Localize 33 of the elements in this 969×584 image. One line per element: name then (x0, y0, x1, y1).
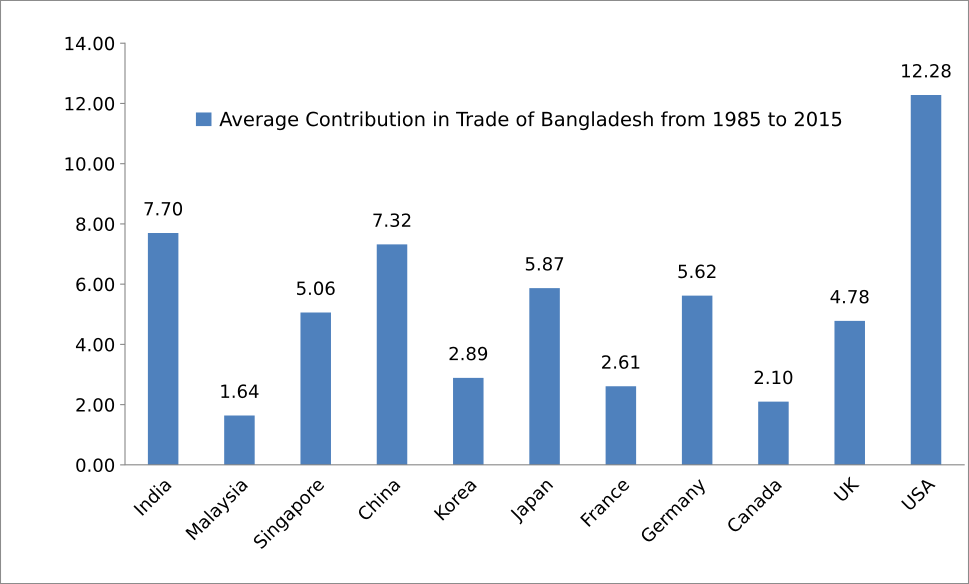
bar (758, 402, 789, 465)
data-label: 7.32 (373, 213, 410, 228)
data-label: 2.10 (754, 370, 792, 384)
bar (224, 415, 255, 465)
y-tick-label: 12.00 (66, 96, 114, 111)
y-tick-label: 14.00 (66, 36, 114, 50)
y-tick-label: 6.00 (76, 278, 114, 292)
data-label: 5.62 (678, 264, 716, 278)
bar (606, 386, 636, 465)
data-label: 5.87 (526, 257, 564, 271)
y-tick-label: 8.00 (76, 217, 114, 232)
data-label: 1.64 (221, 384, 259, 398)
y-tick-label: 10.00 (66, 157, 114, 171)
y-tick-label: 0.00 (76, 458, 114, 472)
data-label: 2.61 (602, 355, 640, 369)
x-tick-label: UK (834, 476, 860, 502)
y-tick-label: 2.00 (76, 398, 114, 412)
bar (834, 320, 865, 465)
y-tick-label: 4.00 (76, 338, 114, 352)
data-label: 2.89 (450, 346, 488, 360)
data-label: 4.78 (830, 290, 869, 304)
bar (682, 296, 712, 465)
bar (300, 312, 331, 465)
bar (376, 244, 408, 465)
data-label: 12.28 (902, 64, 951, 78)
x-tick-label: USA (900, 476, 936, 512)
data-label: 7.70 (144, 202, 182, 216)
bar (453, 378, 484, 465)
legend-label: Average Contribution in Trade of Bangladesh from 1985 to 2015 (219, 111, 842, 130)
bar (529, 288, 560, 465)
bar (910, 95, 942, 465)
data-label: 5.06 (297, 281, 335, 296)
bar (148, 232, 178, 465)
